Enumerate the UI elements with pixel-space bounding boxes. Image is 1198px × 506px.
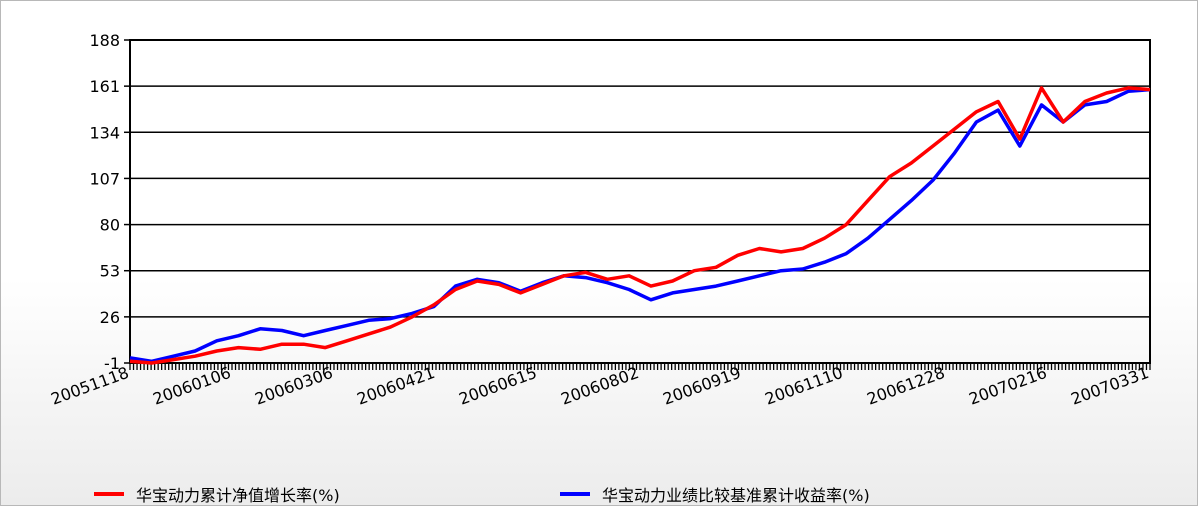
x-tick-label: 20060421: [354, 363, 437, 409]
y-tick-label: 80: [100, 216, 120, 235]
y-tick-label: 53: [100, 262, 120, 281]
x-tick-label: 20070216: [966, 363, 1049, 409]
y-tick-label: 107: [89, 169, 120, 188]
x-tick-label: 20060306: [252, 363, 335, 409]
x-tick-label: 20060919: [660, 363, 743, 409]
x-tick-label: 20060802: [558, 363, 641, 409]
series-line-benchmark-return: [129, 87, 1151, 364]
legend-swatch-red: [94, 492, 124, 496]
y-tick-label: 134: [89, 123, 120, 142]
x-tick-marks: [129, 363, 1151, 370]
y-tick-label: 188: [89, 31, 120, 50]
series-lines: [129, 86, 1151, 365]
legend-label: 华宝动力业绩比较基准累计收益率(%): [602, 486, 870, 505]
legend-label: 华宝动力累计净值增长率(%): [136, 486, 340, 505]
x-tick-label: 20060615: [456, 363, 539, 409]
y-tick-label: 26: [100, 308, 120, 327]
x-tick-label: 20061110: [762, 363, 845, 409]
legend-swatch-blue: [560, 492, 590, 496]
x-tick-label: 20061228: [864, 363, 947, 409]
x-tick-label: 20070331: [1068, 363, 1151, 409]
series-line-nav-growth: [129, 86, 1151, 365]
y-tick-labels: -1 26 53 80 107 134 161 188: [89, 31, 120, 373]
plot-area: [129, 39, 1151, 364]
y-tick-label: 161: [89, 77, 120, 96]
x-tick-label: 20051118: [48, 363, 131, 409]
legend-item-nav-growth: 华宝动力累计净值增长率(%): [94, 482, 340, 506]
legend-item-benchmark-return: 华宝动力业绩比较基准累计收益率(%): [560, 482, 870, 506]
x-tick-label: 20060106: [150, 363, 233, 409]
y-tick-label: -1: [104, 354, 120, 373]
y-gridlines: [124, 39, 1150, 364]
x-tick-labels: 20051118 20060106 20060306 20060421 20060615…: [48, 363, 1151, 409]
